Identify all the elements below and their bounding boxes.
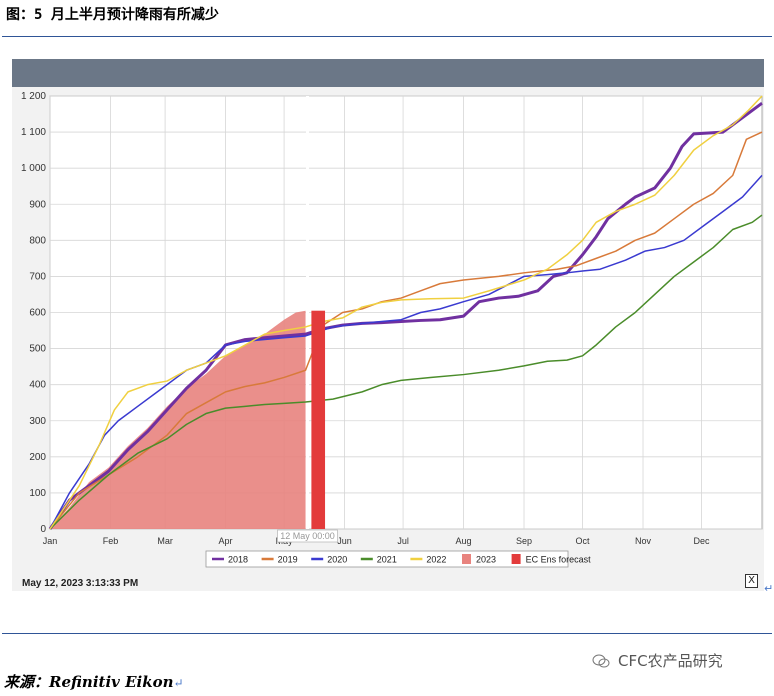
x-tick-label: Feb [103,536,119,546]
y-tick-label: 0 [40,524,46,535]
area-layer [50,310,306,529]
y-tick-label: 400 [29,380,46,391]
legend-swatch-2023 [462,554,471,564]
y-tick-label: 800 [29,235,46,246]
y-tick-label: 200 [29,452,46,463]
return-mark-icon: ↵ [764,582,774,595]
series-line-2020 [49,174,763,530]
forecast-layer [311,310,326,529]
cursor-label-box [277,529,338,543]
chart-panel-header [12,59,764,87]
legend-label: 2018 [228,555,248,565]
legend-label: 2023 [476,555,496,565]
series-line-2021 [49,214,763,530]
timestamp: May 12, 2023 3:13:33 PM [22,578,139,589]
series-line-2019 [49,131,763,530]
legend-label: 2019 [278,555,298,565]
y-tick-label: 1 100 [21,127,46,138]
legend-label: 2021 [377,555,397,565]
x-axis: JanFebMarAprMayJunJulAugSepOctNovDec12 M… [43,529,711,546]
x-tick-label: Sep [516,536,532,546]
x-tick-label: Apr [219,536,233,546]
wechat-icon [592,654,610,668]
y-tick-label: 500 [29,344,46,355]
series-line-2018 [48,102,763,530]
x-tick-label: Mar [157,536,173,546]
x-tick-label: Nov [635,536,652,546]
bottom-divider [2,633,772,634]
series-line-2022 [49,95,763,530]
source-label: 来源：Refinitiv Eikon [4,673,174,691]
x-tick-label: Jul [397,536,409,546]
legend-swatch-EC Ens forecast [511,554,521,564]
x-tick-label: Dec [694,536,711,546]
y-tick-label: 1 000 [21,163,46,174]
legend-label: 2020 [327,555,347,565]
legend-label: EC Ens forecast [526,555,592,565]
x-tick-label: Oct [576,536,591,546]
y-tick-label: 700 [29,271,46,282]
area-2023 [50,310,306,529]
top-divider [2,36,772,37]
y-tick-label: 300 [29,416,46,427]
y-tick-label: 900 [29,199,46,210]
y-tick-label: 1 200 [21,91,46,102]
close-icon[interactable]: X [745,574,758,588]
legend-label: 2022 [426,555,446,565]
y-tick-label: 100 [29,488,46,499]
x-tick-label: Jun [337,536,352,546]
x-tick-label: Jan [43,536,58,546]
source-note: 来源：Refinitiv Eikon↵ [4,671,184,692]
legend: 2018 2019 2020 2021 2022 2023 EC Ens forecast [205,550,592,568]
figure-title: 图：5 月上半月预计降雨有所减少 [6,7,219,23]
y-tick-label: 600 [29,308,46,319]
series-layer [48,95,763,530]
legend-box [205,550,569,568]
y-axis: 0 100 200 300 400 500 600 700 800 900 1 000 1 100 1 … [21,91,46,535]
cursor-label: 12 May 00:00 [280,531,335,541]
return-mark-icon: ↵ [173,676,184,690]
brand-label: CFC农产品研究 [618,652,723,670]
x-tick-label: Aug [456,536,472,546]
brand: CFC农产品研究 [592,650,723,671]
forecast-bar [311,310,326,529]
